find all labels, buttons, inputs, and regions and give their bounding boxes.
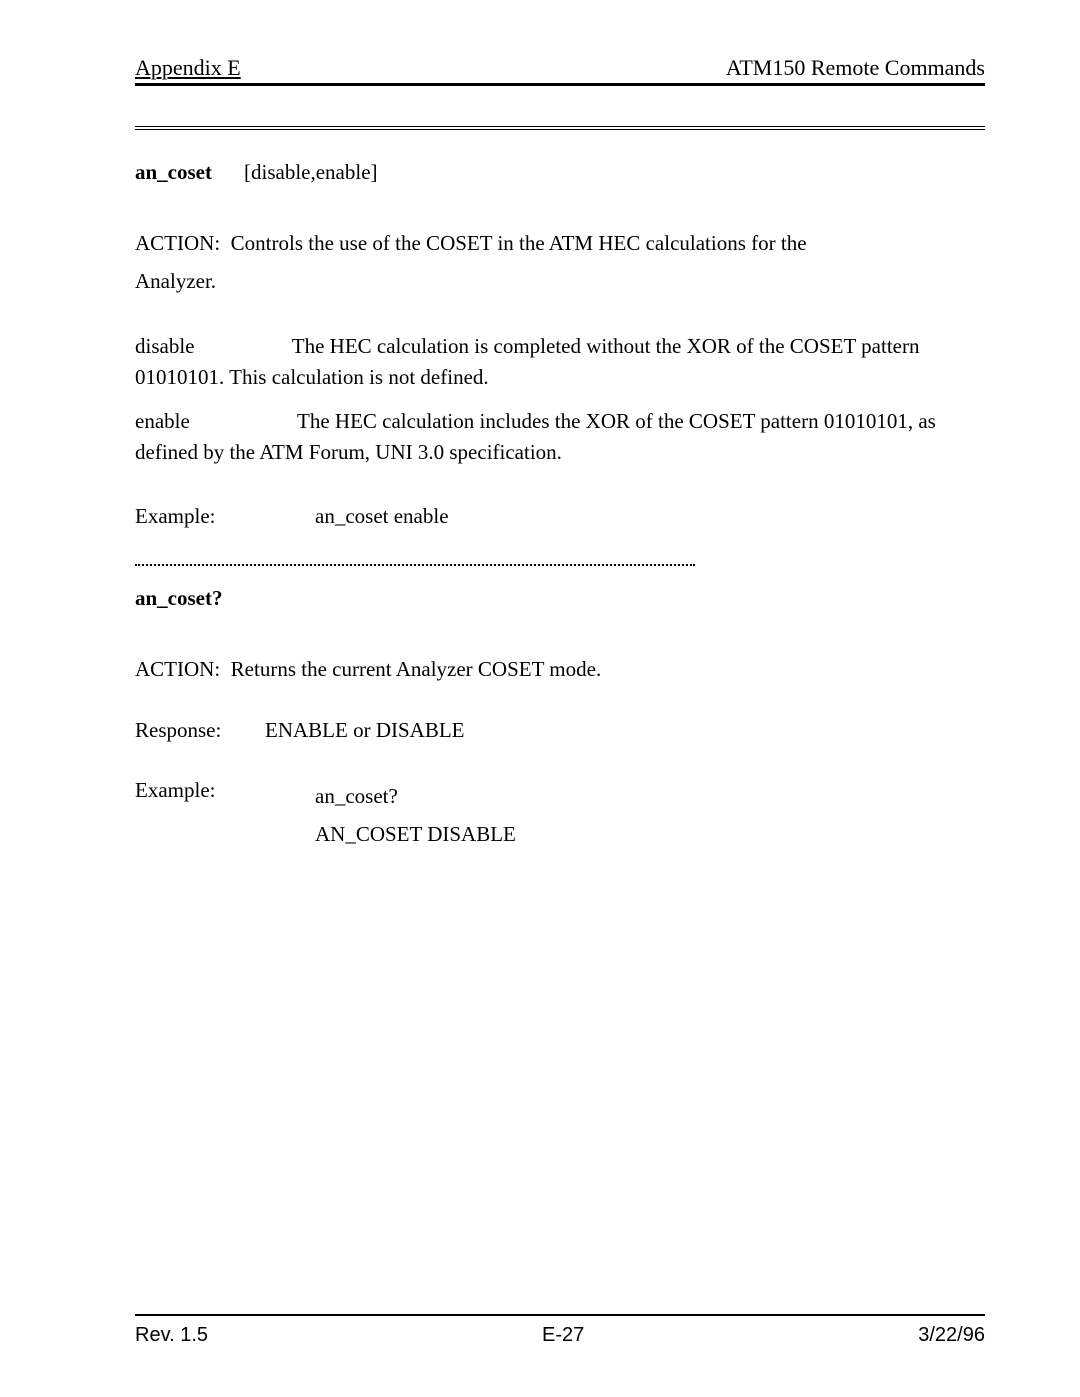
param-disable: disable The HEC calculation is completed… (135, 331, 985, 394)
header-appendix: Appendix E (135, 55, 241, 81)
example-values-2: an_coset? AN_COSET DISABLE (315, 778, 516, 854)
query-action-text: Returns the current Analyzer COSET mode. (231, 657, 602, 681)
page-footer: Rev. 1.5 E-27 3/22/96 (135, 1314, 985, 1347)
footer-rev: Rev. 1.5 (135, 1324, 208, 1347)
header-title: ATM150 Remote Commands (726, 55, 985, 81)
example-line-1: an_coset? (315, 778, 516, 816)
action-text-line2: Analyzer. (135, 269, 216, 293)
response-row: Response: ENABLE or DISABLE (135, 718, 985, 743)
example-label-1: Example: (135, 504, 315, 529)
example-line-2: AN_COSET DISABLE (315, 816, 516, 854)
page-header: Appendix E ATM150 Remote Commands (135, 55, 985, 86)
command-name: an_coset (135, 160, 212, 184)
query-command-name: an_coset? (135, 586, 985, 611)
command-args: [disable,enable] (244, 160, 378, 184)
action-text-line1: Controls the use of the COSET in the ATM… (231, 231, 807, 255)
footer-page: E-27 (542, 1324, 584, 1347)
section-rule (135, 126, 985, 130)
example-row-2: Example: an_coset? AN_COSET DISABLE (135, 778, 985, 854)
response-label: Response: (135, 718, 265, 743)
param-name-disable: disable (135, 331, 255, 363)
param-text-enable: The HEC calculation includes the XOR of … (135, 409, 936, 465)
command-signature: an_coset [disable,enable] (135, 160, 985, 185)
example-value-1: an_coset enable (315, 504, 449, 529)
query-action-block: ACTION: Returns the current Analyzer COS… (135, 651, 985, 689)
example-label-2: Example: (135, 778, 315, 854)
param-enable: enable The HEC calculation includes the … (135, 406, 985, 469)
param-name-enable: enable (135, 406, 255, 438)
response-value: ENABLE or DISABLE (265, 718, 464, 743)
action-block: ACTION: Controls the use of the COSET in… (135, 225, 985, 301)
example-row-1: Example: an_coset enable (135, 504, 985, 529)
query-action-label: ACTION: (135, 657, 220, 681)
dotted-separator (135, 564, 695, 566)
footer-date: 3/22/96 (918, 1324, 985, 1347)
action-label: ACTION: (135, 231, 220, 255)
